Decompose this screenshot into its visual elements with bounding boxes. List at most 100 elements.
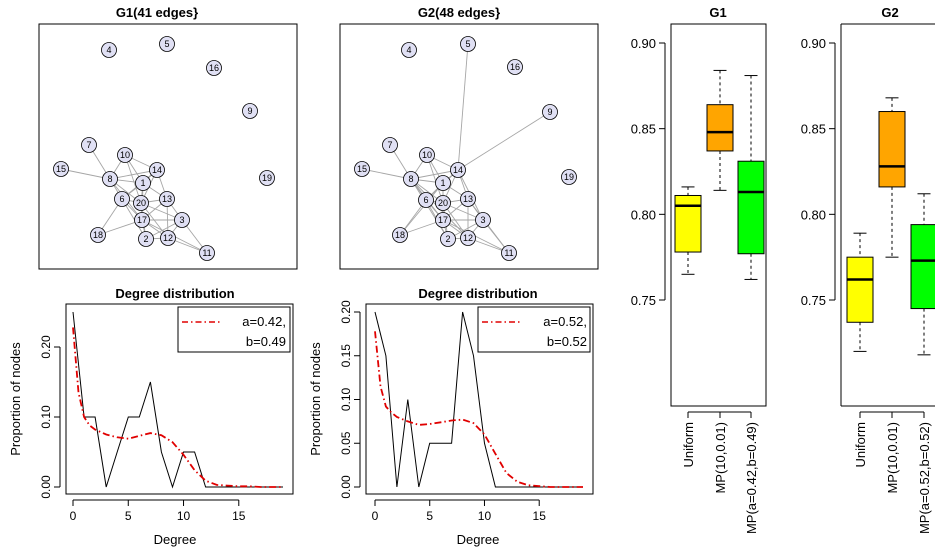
- network-node-label: 18: [395, 230, 405, 240]
- legend: a=0.52, b=0.52: [477, 306, 591, 353]
- network-node-label: 15: [357, 164, 367, 174]
- network-edge: [60, 168, 111, 180]
- network-edge: [399, 182, 444, 236]
- y-tick-label: 0.85: [631, 122, 656, 137]
- network-node-label: 16: [510, 62, 520, 72]
- degree-distribution-chart-g2: Degree distribution Degree Proportion of…: [308, 286, 594, 547]
- network-node-label: 9: [247, 106, 252, 116]
- network-node-label: 1: [140, 178, 145, 188]
- network-panel-g1: G1(41 edges} 123456789101112131415161718…: [38, 5, 298, 270]
- network-node-label: 17: [137, 215, 147, 225]
- network-node: [460, 191, 476, 207]
- network-node: [174, 212, 190, 228]
- box: [674, 194, 702, 253]
- network-node: [450, 162, 466, 178]
- y-tick-label: 0.75: [801, 293, 826, 308]
- network-node-label: 16: [209, 63, 219, 73]
- network-node-label: 19: [262, 173, 272, 183]
- y-tick-label: 0.15: [339, 344, 353, 368]
- network-node: [133, 195, 149, 211]
- chart-title: Degree distribution: [115, 286, 234, 301]
- y-tick-label: 0.05: [339, 431, 353, 455]
- network-node-label: 9: [547, 107, 552, 117]
- boxplot-chart-g1: G1 0.75 0.80 0.85 0.90 Uniform MP(10,0.01) MP(…: [631, 5, 767, 534]
- network-node: [435, 195, 451, 211]
- network-node: [53, 161, 69, 177]
- network-title-g1: G1(41 edges}: [116, 5, 198, 20]
- network-frame: [38, 23, 298, 270]
- fitted-curve-line: [72, 327, 283, 488]
- network-node-label: 1: [440, 178, 445, 188]
- network-node: [435, 175, 451, 191]
- network-node-label: 2: [143, 234, 148, 244]
- network-node: [501, 245, 517, 261]
- network-node-label: 8: [107, 174, 112, 184]
- network-edge: [124, 154, 142, 204]
- x-tick-label: 15: [533, 509, 547, 523]
- y-tick-label: 0.75: [631, 293, 656, 308]
- x-axis-label: Degree: [457, 532, 500, 547]
- x-tick-label: 10: [177, 509, 191, 523]
- network-node-label: 7: [387, 140, 392, 150]
- legend-text-a: a=0.52,: [543, 314, 587, 329]
- network-node-label: 6: [423, 195, 428, 205]
- box: [706, 104, 734, 152]
- network-node: [435, 212, 451, 228]
- network-edge: [109, 169, 158, 180]
- plot-frame: [365, 303, 594, 495]
- category-label: MP(a=0.52,b=0.52): [917, 422, 932, 534]
- network-node-label: 17: [438, 215, 448, 225]
- network-node: [90, 227, 106, 243]
- category-label: Uniform: [853, 422, 868, 468]
- network-node: [138, 231, 154, 247]
- legend-text-b: b=0.52: [547, 334, 587, 349]
- network-node-label: 13: [162, 194, 172, 204]
- network-node: [81, 137, 97, 153]
- y-tick-label: 0.80: [631, 207, 656, 222]
- network-node-label: 6: [119, 194, 124, 204]
- network-edge: [442, 219, 510, 254]
- network-node: [460, 230, 476, 246]
- category-label: MP(10,0.01): [713, 422, 728, 494]
- network-node-label: 2: [445, 234, 450, 244]
- x-tick-label: 10: [478, 509, 492, 523]
- y-tick-label: 0.00: [39, 475, 53, 499]
- network-edge: [361, 168, 412, 180]
- y-tick-label: 0.20: [39, 335, 53, 359]
- network-node: [117, 147, 133, 163]
- chart-title: G2: [881, 5, 898, 20]
- network-node: [114, 191, 130, 207]
- legend-text-b: b=0.49: [246, 334, 286, 349]
- y-axis-label: Proportion of nodes: [308, 342, 323, 456]
- legend: a=0.42, b=0.49: [177, 306, 291, 353]
- network-node-label: 3: [480, 215, 485, 225]
- legend-box: [477, 306, 591, 353]
- y-tick-label: 0.80: [801, 207, 826, 222]
- network-edge: [457, 111, 551, 171]
- network-node: [354, 161, 370, 177]
- y-axis-label: Proportion of nodes: [8, 342, 23, 456]
- chart-title: Degree distribution: [418, 286, 537, 301]
- network-node-label: 12: [463, 233, 473, 243]
- network-frame: [339, 23, 599, 270]
- y-tick-label: 0.00: [339, 475, 353, 499]
- category-label: MP(10,0.01): [885, 422, 900, 494]
- network-node-label: 15: [56, 164, 66, 174]
- network-node-label: 12: [163, 233, 173, 243]
- network-node-label: 14: [453, 165, 463, 175]
- box: [878, 111, 906, 188]
- network-node: [542, 104, 558, 120]
- network-node-label: 13: [463, 194, 473, 204]
- network-node: [159, 36, 175, 52]
- network-node: [440, 231, 456, 247]
- network-node-label: 10: [422, 150, 432, 160]
- network-node: [419, 147, 435, 163]
- box: [846, 256, 874, 323]
- x-tick-label: 15: [232, 509, 246, 523]
- category-label: MP(a=0.42,b=0.49): [744, 422, 759, 534]
- network-node: [460, 36, 476, 52]
- network-node: [206, 60, 222, 76]
- network-node-label: 4: [106, 45, 111, 55]
- plot-frame: [670, 23, 767, 407]
- network-node: [134, 212, 150, 228]
